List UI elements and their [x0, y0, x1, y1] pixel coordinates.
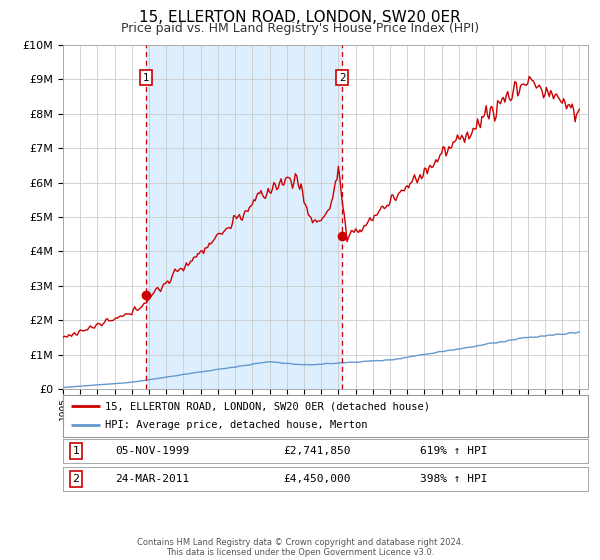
Text: 1: 1 [73, 446, 80, 456]
Text: Contains HM Land Registry data © Crown copyright and database right 2024.: Contains HM Land Registry data © Crown c… [137, 538, 463, 547]
Text: 2: 2 [339, 72, 346, 82]
Text: Price paid vs. HM Land Registry's House Price Index (HPI): Price paid vs. HM Land Registry's House … [121, 22, 479, 35]
Text: £4,450,000: £4,450,000 [284, 474, 351, 484]
Text: 619% ↑ HPI: 619% ↑ HPI [420, 446, 487, 456]
Text: £2,741,850: £2,741,850 [284, 446, 351, 456]
Text: HPI: Average price, detached house, Merton: HPI: Average price, detached house, Mert… [105, 421, 367, 431]
Text: This data is licensed under the Open Government Licence v3.0.: This data is licensed under the Open Gov… [166, 548, 434, 557]
Text: 05-NOV-1999: 05-NOV-1999 [115, 446, 190, 456]
Text: 24-MAR-2011: 24-MAR-2011 [115, 474, 190, 484]
Text: 15, ELLERTON ROAD, LONDON, SW20 0ER (detached house): 15, ELLERTON ROAD, LONDON, SW20 0ER (det… [105, 401, 430, 411]
Text: 1: 1 [143, 72, 150, 82]
Text: 2: 2 [73, 474, 80, 484]
Text: 15, ELLERTON ROAD, LONDON, SW20 0ER: 15, ELLERTON ROAD, LONDON, SW20 0ER [139, 10, 461, 25]
Bar [146, 45, 343, 389]
Text: 398% ↑ HPI: 398% ↑ HPI [420, 474, 487, 484]
